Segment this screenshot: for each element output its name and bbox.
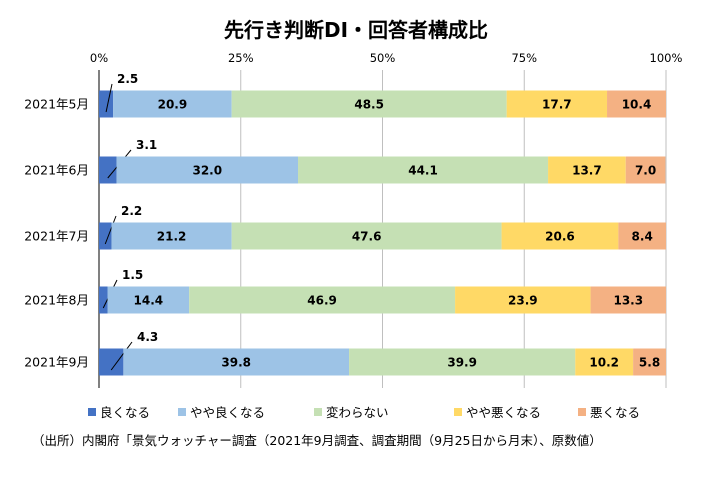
legend-swatch xyxy=(314,407,322,416)
data-label: 1.5 xyxy=(122,268,143,282)
data-label: 20.6 xyxy=(545,230,575,244)
category-label: 2021年5月 xyxy=(24,97,89,112)
leader-line xyxy=(104,215,117,245)
source-note: （出所）内閣府「景気ウォッチャー調査（2021年9月調査、調査期間（9月25日か… xyxy=(32,433,602,448)
bar-segment xyxy=(575,348,634,376)
data-label: 39.9 xyxy=(447,356,477,370)
data-label: 47.6 xyxy=(352,230,382,244)
data-label: 4.3 xyxy=(137,330,158,344)
x-tick-label: 100% xyxy=(650,51,683,65)
data-label: 20.9 xyxy=(158,98,188,112)
x-tick-label: 25% xyxy=(228,51,254,65)
data-label: 21.2 xyxy=(157,230,187,244)
legend-item: 変わらない xyxy=(314,402,389,421)
bar-segment xyxy=(123,348,350,376)
legend-item: やや悪くなる xyxy=(454,402,541,421)
leader-line xyxy=(110,341,133,371)
legend-label: 良くなる xyxy=(100,405,151,420)
data-label: 5.8 xyxy=(639,356,660,370)
leader-line xyxy=(105,83,113,113)
data-label: 7.0 xyxy=(635,164,656,178)
data-label: 13.7 xyxy=(572,164,602,178)
data-label: 10.2 xyxy=(589,356,619,370)
data-label: 32.0 xyxy=(192,164,222,178)
bar-segment xyxy=(298,156,549,184)
bar-segment xyxy=(99,348,124,376)
bar-segment xyxy=(231,222,502,250)
bar-segment xyxy=(590,286,666,314)
category-label: 2021年9月 xyxy=(24,355,89,370)
bar-segment xyxy=(455,286,591,314)
bar-segment xyxy=(633,348,666,376)
data-label: 17.7 xyxy=(542,98,572,112)
bar-segment xyxy=(548,156,626,184)
legend-label: 変わらない xyxy=(326,405,389,420)
bar-segment xyxy=(625,156,666,184)
category-label: 2021年7月 xyxy=(24,229,89,244)
category-label: 2021年8月 xyxy=(24,293,89,308)
legend-item: 良くなる xyxy=(88,402,150,421)
legend-swatch xyxy=(454,407,462,416)
data-label: 10.4 xyxy=(622,98,652,112)
legend-item: 悪くなる xyxy=(578,402,640,421)
bar-segment xyxy=(99,90,114,118)
data-label: 14.4 xyxy=(134,294,164,308)
x-tick-label: 0% xyxy=(90,51,108,65)
data-label: 13.3 xyxy=(613,294,643,308)
category-label: 2021年6月 xyxy=(24,163,89,178)
legend-swatch xyxy=(88,407,96,416)
x-tick-label: 50% xyxy=(370,51,396,65)
bar-segment xyxy=(111,222,232,250)
legend-swatch xyxy=(178,407,186,416)
bar-segment xyxy=(113,90,232,118)
legend-item: やや良くなる xyxy=(178,402,265,421)
legend-label: やや良くなる xyxy=(190,405,266,420)
bar-segment xyxy=(501,222,619,250)
bar-segment xyxy=(107,286,190,314)
legend-label: やや悪くなる xyxy=(466,405,542,420)
bar-segment xyxy=(506,90,608,118)
data-label: 44.1 xyxy=(408,164,438,178)
chart-title: 先行き判断DI・回答者構成比 xyxy=(223,18,489,42)
data-label: 39.8 xyxy=(221,356,251,370)
data-label: 46.9 xyxy=(307,294,337,308)
legend-swatch xyxy=(578,407,586,416)
bar-segment xyxy=(189,286,456,314)
x-tick-label: 75% xyxy=(511,51,537,65)
bar-segment xyxy=(231,90,507,118)
bar-segment xyxy=(116,156,299,184)
data-label: 23.9 xyxy=(508,294,538,308)
bar-segment xyxy=(99,222,112,250)
bar-segment xyxy=(618,222,666,250)
bar-segment xyxy=(99,286,108,314)
legend-label: 悪くなる xyxy=(590,405,641,420)
chart-legend: 良くなる やや良くなる 変わらない やや悪くなる 悪くなる xyxy=(88,402,688,422)
bar-segment xyxy=(607,90,666,118)
data-label: 2.5 xyxy=(117,72,138,86)
bar-segment xyxy=(349,348,576,376)
data-label: 8.4 xyxy=(632,230,653,244)
data-label: 3.1 xyxy=(136,138,157,152)
data-label: 2.2 xyxy=(121,204,142,218)
bar-segment xyxy=(99,156,117,184)
data-label: 48.5 xyxy=(354,98,384,112)
